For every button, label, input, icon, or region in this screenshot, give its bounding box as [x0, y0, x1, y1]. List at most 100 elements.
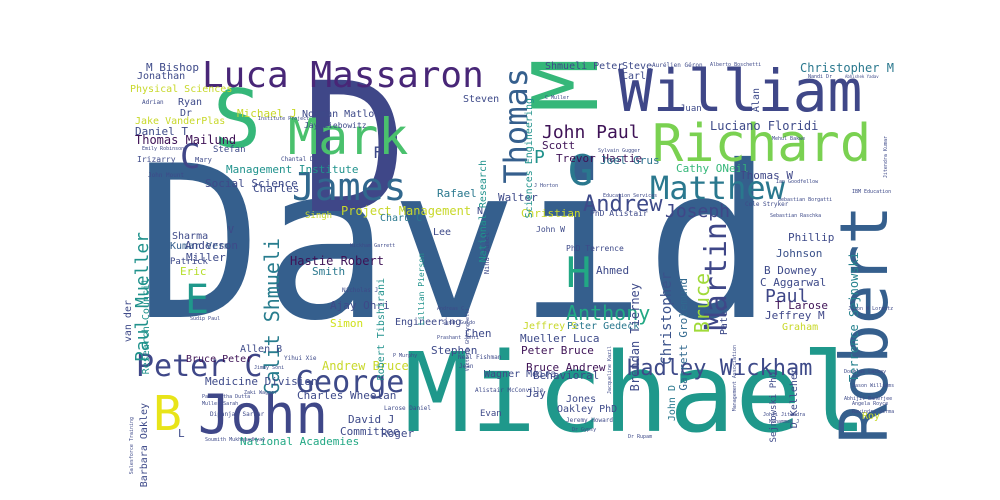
cloud-word: Adrian	[142, 99, 164, 106]
cloud-word: Richard	[652, 114, 872, 174]
cloud-word: Graham	[782, 322, 819, 333]
cloud-word: S	[213, 73, 262, 166]
cloud-word: Andrew Bruce	[322, 359, 409, 373]
cloud-word: Sebastian Raschka	[770, 213, 822, 219]
cloud-word: James	[292, 165, 407, 209]
cloud-word: Sarah Guido	[442, 320, 476, 326]
cloud-word: B Downey	[764, 264, 817, 277]
cloud-word: Abhijit Banerjee	[844, 396, 893, 402]
cloud-word: Garrett Grolemund	[677, 278, 690, 391]
cloud-word: Peter Gedeck	[567, 321, 640, 332]
cloud-word: Nandi Dr	[808, 74, 833, 80]
cloud-word: Jones	[566, 394, 597, 405]
cloud-word: Dr	[180, 108, 193, 119]
cloud-word: Thomas W	[740, 169, 793, 182]
cloud-word: Christopher	[659, 272, 675, 365]
cloud-word: Daniel T	[135, 125, 188, 138]
cloud-word: Chen	[465, 327, 492, 340]
cloud-word: John	[198, 383, 329, 446]
cloud-word: Irizarry	[137, 155, 176, 164]
cloud-word: Wickham Garrett	[350, 243, 396, 249]
cloud-word: Prashant Johri	[437, 335, 480, 341]
cloud-word: Yihui Xie	[284, 355, 317, 362]
cloud-word: Lillian Pierson	[417, 253, 426, 326]
cloud-word: Carl	[622, 71, 647, 82]
cloud-word: T Larose	[775, 299, 828, 312]
cloud-word: Vittorio Ghiringhelli	[465, 308, 471, 372]
cloud-word: Ahmed	[596, 264, 630, 277]
cloud-word: Sharma	[172, 231, 209, 242]
cloud-word: Charles	[253, 182, 300, 195]
cloud-word: Management Institute	[226, 163, 359, 176]
cloud-word: Muller Sarah	[202, 401, 239, 407]
cloud-word: G	[568, 146, 594, 195]
cloud-word: Soumith Mukhopadhyay	[205, 437, 266, 443]
cloud-word: Juan	[680, 104, 702, 114]
cloud-word: Paramartha Dutta	[202, 394, 251, 400]
cloud-word: Jay Liebowitz	[304, 121, 367, 130]
cloud-word: Norman Matloff	[302, 109, 387, 120]
cloud-word: Charu C	[380, 213, 423, 224]
cloud-word: Steven	[463, 94, 500, 105]
cloud-word: van der	[123, 300, 134, 343]
cloud-word: C Aggarwal	[760, 276, 827, 289]
cloud-word: Angela Royce	[852, 401, 889, 407]
cloud-word: Sylvain Gugger	[598, 148, 641, 154]
cloud-word: Robert Tibshirani	[376, 278, 387, 381]
cloud-word: Peter C	[136, 349, 263, 384]
cloud-word: Kumar Verma	[170, 241, 237, 252]
cloud-word: Dr Gypsy	[572, 427, 597, 433]
cloud-word: H	[566, 248, 592, 297]
cloud-word: Patrick	[170, 257, 208, 267]
cloud-word: C Muller	[545, 95, 570, 101]
cloud-word: PhD Terrence	[566, 244, 624, 253]
cloud-word: Jonathan	[137, 71, 186, 82]
cloud-word: Ajay Ohri	[330, 299, 390, 312]
cloud-word: Sudip Paul	[190, 316, 221, 322]
cloud-word: Simon	[330, 317, 364, 330]
cloud-word: Walter	[498, 191, 538, 204]
cloud-word: Medicine Division	[205, 375, 318, 388]
cloud-word: Michael J	[237, 107, 297, 120]
cloud-word: Scott	[542, 139, 576, 152]
cloud-word: Oakley PhD	[557, 404, 618, 415]
cloud-word: PhD Alistair	[590, 209, 648, 218]
cloud-word: Mehul Bakwe	[772, 136, 806, 142]
cloud-word: Sciences Engineering	[524, 98, 535, 219]
cloud-word: Project Management	[341, 204, 472, 218]
cloud-word: Andreas C	[437, 306, 465, 312]
cloud-word: Mohammed J	[769, 419, 800, 425]
cloud-word: Anthony	[566, 301, 651, 325]
cloud-word: Nina Zumel	[483, 232, 491, 275]
cloud-word: Christopher M	[800, 61, 894, 75]
cloud-word: Management Association	[732, 345, 738, 412]
cloud-word: Sebastian Borgatti	[778, 197, 833, 203]
cloud-word: Mueller Luca	[520, 332, 600, 345]
cloud-word: Luciano Floridi	[710, 119, 819, 133]
cloud-word: Bruce Andrew	[526, 361, 606, 374]
cloud-word: Jason Williams	[852, 383, 895, 389]
cloud-word: Jacqueline Kazil	[607, 346, 613, 395]
cloud-word: Jay	[526, 387, 546, 400]
cloud-word: David	[135, 120, 774, 367]
cloud-word: John Mount	[148, 172, 185, 179]
cloud-word: Dipanjan Sarkar	[210, 411, 265, 418]
cloud-word: Johri Jitendra	[763, 412, 806, 418]
cloud-word: Ravindra Verma	[852, 409, 895, 415]
cloud-word: Alan	[751, 88, 762, 113]
cloud-word: Chantal D	[281, 156, 314, 163]
cloud-word: Phillip	[788, 231, 835, 244]
cloud-word: Terrence Sejnowski	[847, 252, 861, 383]
cloud-word: Miller	[186, 251, 226, 264]
cloud-word: Jeffrey S	[523, 321, 578, 332]
cloud-word: Sejnowski PhD	[769, 372, 779, 443]
cloud-word: C	[180, 137, 201, 177]
cloud-word: Johnson	[776, 247, 823, 260]
cloud-word: Jeffrey M	[765, 309, 825, 322]
cloud-word: Bruce Peter	[186, 354, 253, 365]
cloud-word: Alistair McConville	[475, 387, 544, 394]
cloud-word: George	[296, 365, 405, 400]
cloud-word: P Murphy	[393, 353, 418, 359]
cloud-word: Christian	[521, 207, 581, 220]
cloud-word: Roger	[381, 427, 415, 440]
